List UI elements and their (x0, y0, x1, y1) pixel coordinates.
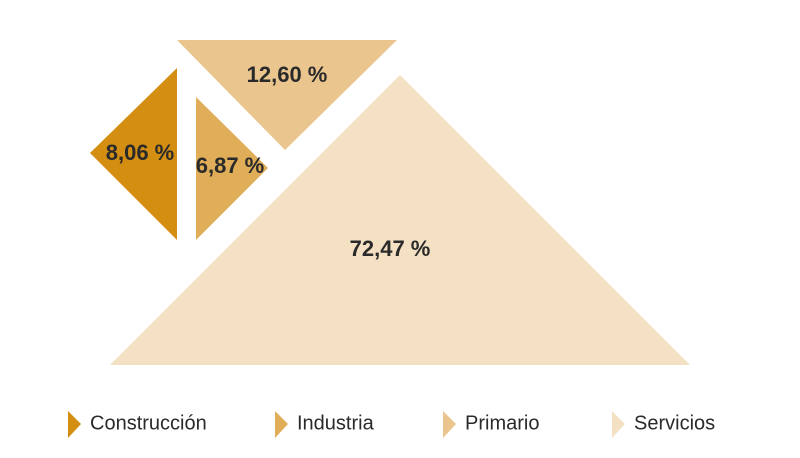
legend-marker (275, 411, 288, 438)
value-label: 72,47 % (350, 236, 431, 261)
legend-label: Primario (465, 412, 539, 434)
legend-label: Industria (297, 412, 375, 434)
piece (90, 68, 177, 240)
value-label: 12,60 % (247, 62, 328, 87)
legend-marker (612, 411, 625, 438)
piece (110, 75, 690, 365)
value-label: 8,06 % (106, 140, 175, 165)
legend-marker (443, 411, 456, 438)
legend-label: Servicios (634, 412, 715, 434)
piece (196, 97, 268, 240)
piece (177, 40, 397, 150)
legend-label: Construcción (90, 412, 207, 434)
legend-marker (68, 411, 81, 438)
value-label: 6,87 % (196, 153, 265, 178)
